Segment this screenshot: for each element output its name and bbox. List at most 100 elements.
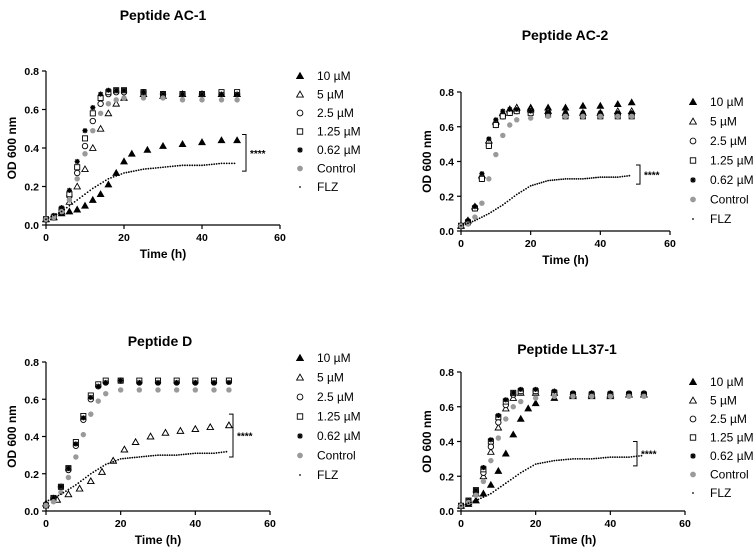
series-10-m bbox=[42, 136, 242, 223]
data-point bbox=[570, 390, 576, 396]
data-point bbox=[182, 453, 185, 456]
data-point bbox=[539, 462, 542, 465]
data-point bbox=[602, 456, 605, 459]
data-point bbox=[234, 91, 240, 97]
data-point bbox=[164, 166, 167, 168]
series-flz bbox=[460, 174, 631, 227]
data-point bbox=[173, 454, 176, 457]
data-point bbox=[131, 437, 140, 445]
legend-marker bbox=[295, 373, 305, 381]
data-point bbox=[82, 128, 88, 134]
data-point bbox=[534, 463, 537, 465]
data-point bbox=[511, 197, 513, 199]
data-point bbox=[615, 113, 621, 120]
data-point bbox=[509, 430, 518, 438]
y-tick-label: 0.6 bbox=[439, 402, 454, 414]
data-point bbox=[152, 167, 155, 170]
data-point bbox=[613, 100, 622, 108]
data-point bbox=[478, 175, 485, 182]
data-point bbox=[588, 177, 591, 180]
series-5-m bbox=[42, 89, 242, 223]
data-point bbox=[522, 189, 525, 192]
data-point bbox=[545, 110, 551, 116]
data-point bbox=[55, 495, 57, 498]
series-2-5-m bbox=[457, 107, 635, 229]
data-point bbox=[582, 177, 584, 180]
data-point bbox=[612, 176, 615, 179]
legend: 10 µM 5 µM 2.5 µM 1.25 µM 0.62 µM Control FLZ bbox=[295, 351, 361, 482]
data-point bbox=[502, 484, 505, 486]
data-point bbox=[503, 397, 509, 403]
y-tick-label: 0.2 bbox=[439, 471, 454, 483]
data-point bbox=[90, 105, 96, 111]
data-point bbox=[181, 164, 184, 167]
data-point bbox=[480, 497, 482, 500]
data-point bbox=[593, 457, 595, 460]
legend-label: 0.62 µM bbox=[710, 449, 754, 463]
data-point bbox=[586, 457, 588, 460]
data-point bbox=[210, 452, 213, 455]
data-point bbox=[531, 184, 534, 187]
data-point bbox=[68, 204, 71, 207]
data-point bbox=[527, 467, 530, 470]
data-point bbox=[497, 206, 500, 209]
data-point bbox=[145, 455, 148, 458]
data-point bbox=[560, 178, 563, 181]
data-point bbox=[551, 460, 553, 462]
data-point bbox=[615, 110, 621, 116]
data-point bbox=[71, 202, 73, 205]
data-point bbox=[121, 87, 127, 93]
data-point bbox=[483, 215, 486, 217]
y-tick-label: 0.0 bbox=[439, 506, 454, 518]
data-point bbox=[589, 390, 595, 396]
y-tick-label: 0.6 bbox=[24, 105, 39, 117]
data-point bbox=[73, 182, 82, 190]
data-point bbox=[614, 176, 617, 179]
data-point bbox=[517, 473, 520, 476]
x-tick-label: 0 bbox=[458, 518, 464, 530]
data-point bbox=[518, 192, 520, 194]
legend-marker bbox=[297, 165, 303, 172]
data-point bbox=[578, 101, 587, 109]
data-point bbox=[161, 454, 164, 457]
significance-bracket bbox=[633, 441, 638, 467]
data-point bbox=[590, 177, 593, 179]
data-point bbox=[225, 162, 228, 165]
series-10-m bbox=[457, 390, 648, 509]
y-tick-label: 0.8 bbox=[439, 87, 454, 99]
data-point bbox=[541, 461, 544, 464]
x-tick-label: 60 bbox=[264, 518, 276, 530]
data-point bbox=[60, 493, 62, 496]
data-point bbox=[472, 214, 478, 220]
data-point bbox=[619, 175, 621, 178]
data-point bbox=[107, 177, 110, 180]
data-point bbox=[628, 174, 631, 177]
series-2-5-m bbox=[457, 387, 648, 509]
legend-marker bbox=[692, 218, 694, 220]
chart-panel-4: Peptide LL37-1 0 20 40 60 0.0 0.2 0.4 0.6 0.8 Time… bbox=[420, 341, 754, 547]
legend-marker bbox=[688, 97, 698, 106]
data-point bbox=[82, 478, 85, 481]
data-point bbox=[143, 145, 152, 153]
legend-marker bbox=[299, 474, 301, 476]
data-point bbox=[164, 454, 166, 457]
data-point bbox=[80, 415, 86, 421]
chart-title: Peptide AC-1 bbox=[120, 7, 207, 23]
data-point bbox=[75, 484, 84, 492]
data-point bbox=[626, 175, 628, 177]
data-point bbox=[487, 493, 490, 496]
data-point bbox=[115, 175, 118, 177]
legend-marker bbox=[296, 128, 304, 135]
data-point bbox=[224, 421, 233, 429]
x-tick-label: 40 bbox=[594, 238, 606, 250]
data-point bbox=[548, 460, 551, 463]
chart-title: Peptide AC-2 bbox=[522, 27, 609, 43]
data-point bbox=[65, 207, 74, 215]
data-point bbox=[621, 175, 624, 178]
data-point bbox=[103, 390, 109, 397]
data-point bbox=[499, 485, 502, 488]
data-point bbox=[185, 453, 187, 456]
data-point bbox=[494, 466, 503, 474]
data-point bbox=[503, 416, 509, 422]
data-point bbox=[520, 190, 523, 193]
